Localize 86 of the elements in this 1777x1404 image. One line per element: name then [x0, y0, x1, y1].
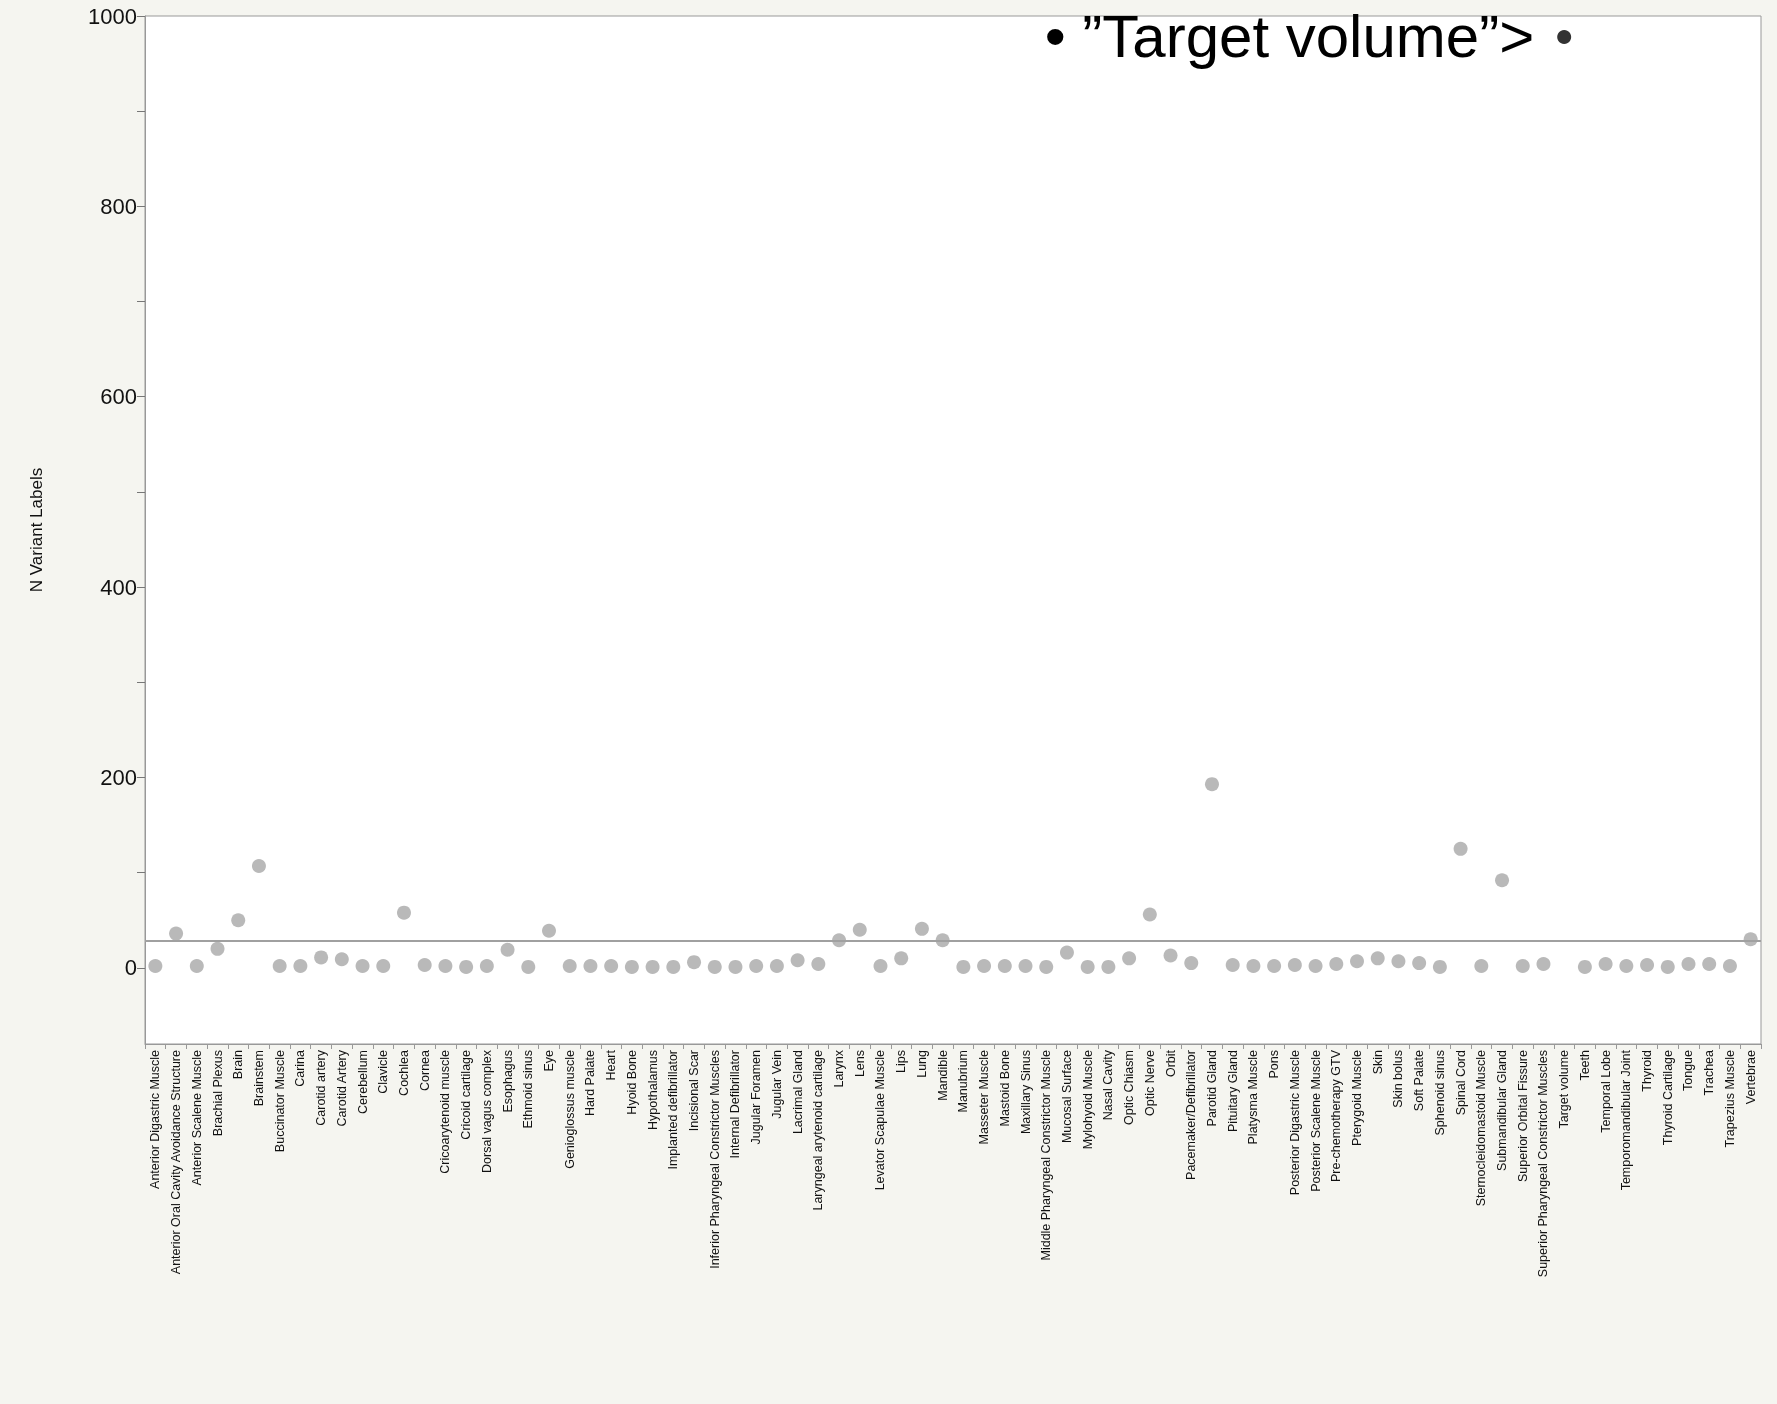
x-tick-label: Skin bolus [1391, 1050, 1406, 1108]
x-tick-label: Carotid artery [314, 1049, 329, 1126]
x-tick-label: Hard Palate [583, 1049, 598, 1117]
x-tick-label: Sphenoid sinus [1432, 1050, 1447, 1136]
x-tick-label: Esophagus [500, 1050, 515, 1113]
x-tick-label: Carina [293, 1049, 308, 1087]
annotation: • ”Target volume”> [1044, 3, 1535, 71]
x-tick-label: Brain [231, 1049, 246, 1080]
y-tick-label: 800 [100, 193, 137, 219]
x-tick-label: Cerebellum [355, 1050, 370, 1114]
x-tick-label: Thyroid [1640, 1049, 1655, 1092]
x-tick-label: Vertebrae [1743, 1049, 1758, 1105]
x-tick-label: Lung [914, 1049, 929, 1078]
x-tick-label: Hyoid Bone [624, 1049, 639, 1115]
x-tick-label: Soft Palate [1412, 1049, 1427, 1112]
x-tick-label: Inferior Pharyngeal Constrictor Muscles [707, 1050, 722, 1269]
x-tick-label: Dorsal vagus complex [479, 1049, 494, 1173]
x-tick-label: Maxillary Sinus [1018, 1050, 1033, 1135]
x-tick-label: Anterior Digastric Muscle [148, 1049, 163, 1189]
x-tick-label: Target volume [1557, 1049, 1572, 1129]
x-tick-label: Lips [894, 1050, 909, 1073]
x-tick-label: Mucosal Surface [1059, 1049, 1074, 1144]
x-tick-label: Pterygoid Muscle [1350, 1049, 1364, 1146]
x-tick-label: Pre-chemotherapy GTV [1329, 1049, 1344, 1182]
x-tick-label: Jugular Vein [769, 1049, 784, 1119]
x-tick-label: Trapezius Muscle [1722, 1049, 1737, 1148]
x-tick-label: Spinal Cord [1453, 1049, 1468, 1116]
x-tick-label: Submandibular Gland [1495, 1049, 1510, 1171]
x-tick-label: Thyroid Cartilage [1660, 1049, 1675, 1146]
x-tick-label: Cricoarytenoid muscle [438, 1049, 453, 1174]
x-tick-label: Buccinator Muscle [272, 1049, 287, 1153]
x-tick-label: Teeth [1577, 1049, 1592, 1081]
x-tick-label: Levator Scapulae Muscle [873, 1049, 888, 1191]
x-tick-label: Cochlea [396, 1049, 411, 1096]
x-tick-label: Pacemaker/Defibrillator [1184, 1050, 1199, 1180]
y-axis-title: N Variant Labels [27, 467, 46, 593]
x-tick-label: Cornea [417, 1049, 432, 1091]
x-tick-label: Larynx [832, 1049, 847, 1088]
x-tick-label: Incisional Scar [687, 1050, 702, 1132]
x-tick-label: Platysma Muscle [1246, 1049, 1261, 1145]
x-tick-label: Lacrimal Gland [790, 1049, 805, 1135]
y-tick-label: 0 [124, 955, 137, 981]
x-tick-label: Superior Pharyngeal Constrictor Muscles [1536, 1050, 1551, 1278]
x-tick-label: Temporomandibular Joint [1619, 1049, 1634, 1191]
x-tick-label: Pons [1267, 1050, 1282, 1079]
x-tick-label: Posterior Digastric Muscle [1287, 1049, 1302, 1196]
x-tick-label: Heart [604, 1049, 619, 1081]
x-tick-label: Pituitary Gland [1225, 1049, 1240, 1132]
x-tick-label: Hypothalamus [645, 1050, 660, 1130]
x-tick-label: Superior Orbital Fissure [1515, 1049, 1530, 1182]
x-tick-label: Parotid Gland [1204, 1049, 1219, 1127]
x-tick-label: Skin [1370, 1049, 1385, 1075]
x-tick-label: Mandible [935, 1049, 950, 1101]
x-tick-label: Sternocleidomastoid Muscle [1474, 1049, 1489, 1207]
x-tick-label: Optic Nerve [1142, 1049, 1157, 1116]
x-tick-label: Eye [542, 1049, 556, 1072]
x-tick-label: Laryngeal arytenoid cartilage [811, 1049, 826, 1211]
y-tick-label: 1000 [88, 3, 137, 29]
x-tick-label: Nasal Cavity [1101, 1049, 1116, 1121]
x-tick-label: Lens [852, 1050, 867, 1078]
x-tick-label: Cricoid cartilage [459, 1049, 474, 1140]
x-tick-label: Jugular Foramen [749, 1049, 764, 1145]
x-tick-label: Implanted defibrillator [666, 1050, 681, 1170]
x-tick-label: Masseter Muscle [977, 1049, 992, 1145]
x-tick-label: Optic Chiasm [1122, 1050, 1137, 1126]
x-tick-label: Middle Pharyngeal Constrictor Muscle [1039, 1049, 1054, 1261]
x-tick-label: Anterior Scalene Muscle [189, 1049, 204, 1186]
x-tick-label: Anterior Oral Cavity Avoidance Structure [169, 1049, 184, 1275]
x-tick-label: Manubrium [956, 1050, 971, 1113]
x-tick-label: Tongue [1681, 1049, 1696, 1092]
x-tick-label: Posterior Scalene Muscle [1308, 1049, 1323, 1192]
x-tick-label: Carotid Artery [334, 1049, 349, 1127]
x-tick-label: Brainstem [251, 1050, 266, 1107]
x-tick-label: Orbit [1163, 1049, 1178, 1078]
y-tick-label: 600 [100, 384, 137, 410]
x-tick-label: Mylohyoid Muscle [1080, 1049, 1095, 1150]
x-tick-label: Internal Defibrillator [728, 1050, 743, 1159]
y-tick-label: 400 [100, 574, 137, 600]
x-tick-label: Ethmoid sinus [521, 1050, 536, 1129]
x-tick-label: Brachial Plexus [210, 1050, 225, 1137]
x-tick-label: Mastoid Bone [997, 1049, 1012, 1127]
x-tick-label: Clavicle [376, 1049, 391, 1094]
y-tick-label: 200 [100, 764, 137, 790]
x-tick-label: Temporal Lobe [1598, 1049, 1613, 1133]
x-tick-label: Trachea [1702, 1049, 1717, 1096]
x-tick-label: Genioglossus muscle [562, 1049, 577, 1169]
